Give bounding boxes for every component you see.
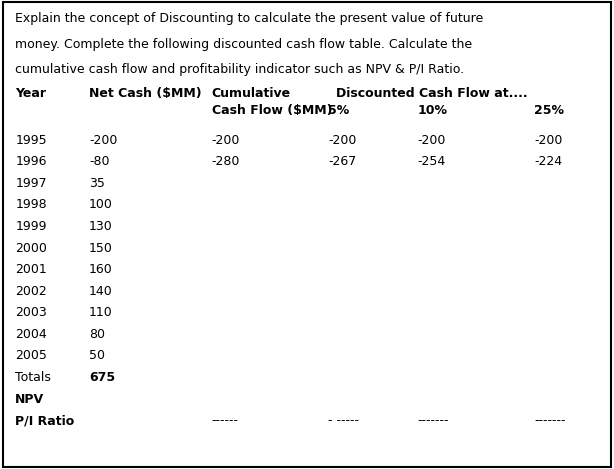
- Text: ------: ------: [212, 414, 239, 427]
- Text: 160: 160: [89, 263, 113, 276]
- Text: 140: 140: [89, 285, 113, 298]
- Text: Cumulative: Cumulative: [212, 87, 291, 100]
- Text: 1998: 1998: [15, 198, 47, 212]
- Text: 1997: 1997: [15, 177, 47, 190]
- Text: P/I Ratio: P/I Ratio: [15, 414, 74, 427]
- Text: 35: 35: [89, 177, 105, 190]
- Text: -80: -80: [89, 155, 109, 168]
- Text: 2004: 2004: [15, 328, 47, 341]
- Text: Totals: Totals: [15, 371, 51, 384]
- Text: -224: -224: [534, 155, 562, 168]
- Text: -200: -200: [212, 134, 240, 147]
- Text: 10%: 10%: [418, 104, 448, 117]
- Text: 2000: 2000: [15, 242, 47, 255]
- Text: 25%: 25%: [534, 104, 564, 117]
- Text: NPV: NPV: [15, 393, 44, 406]
- FancyBboxPatch shape: [3, 2, 611, 467]
- Text: -200: -200: [328, 134, 357, 147]
- Text: Explain the concept of Discounting to calculate the present value of future: Explain the concept of Discounting to ca…: [15, 12, 484, 25]
- Text: -254: -254: [418, 155, 446, 168]
- Text: 150: 150: [89, 242, 113, 255]
- Text: - -----: - -----: [328, 414, 359, 427]
- Text: 1995: 1995: [15, 134, 47, 147]
- Text: 130: 130: [89, 220, 113, 233]
- Text: 2003: 2003: [15, 306, 47, 319]
- Text: 110: 110: [89, 306, 113, 319]
- Text: -------: -------: [534, 414, 565, 427]
- Text: -280: -280: [212, 155, 240, 168]
- Text: cumulative cash flow and profitability indicator such as NPV & P/I Ratio.: cumulative cash flow and profitability i…: [15, 63, 464, 76]
- Text: 50: 50: [89, 349, 105, 363]
- Text: 675: 675: [89, 371, 115, 384]
- Text: -200: -200: [89, 134, 117, 147]
- Text: 2005: 2005: [15, 349, 47, 363]
- Text: 80: 80: [89, 328, 105, 341]
- Text: 1996: 1996: [15, 155, 47, 168]
- Text: money. Complete the following discounted cash flow table. Calculate the: money. Complete the following discounted…: [15, 38, 473, 51]
- Text: Discounted Cash Flow at....: Discounted Cash Flow at....: [335, 87, 527, 100]
- Text: 100: 100: [89, 198, 113, 212]
- Text: 1999: 1999: [15, 220, 47, 233]
- Text: Cash Flow ($MM): Cash Flow ($MM): [212, 104, 332, 117]
- Text: 5%: 5%: [328, 104, 350, 117]
- Text: -------: -------: [418, 414, 449, 427]
- Text: -267: -267: [328, 155, 357, 168]
- Text: Year: Year: [15, 87, 46, 100]
- Text: Net Cash ($MM): Net Cash ($MM): [89, 87, 201, 100]
- Text: -200: -200: [418, 134, 446, 147]
- Text: 2002: 2002: [15, 285, 47, 298]
- Text: 2001: 2001: [15, 263, 47, 276]
- Text: -200: -200: [534, 134, 562, 147]
